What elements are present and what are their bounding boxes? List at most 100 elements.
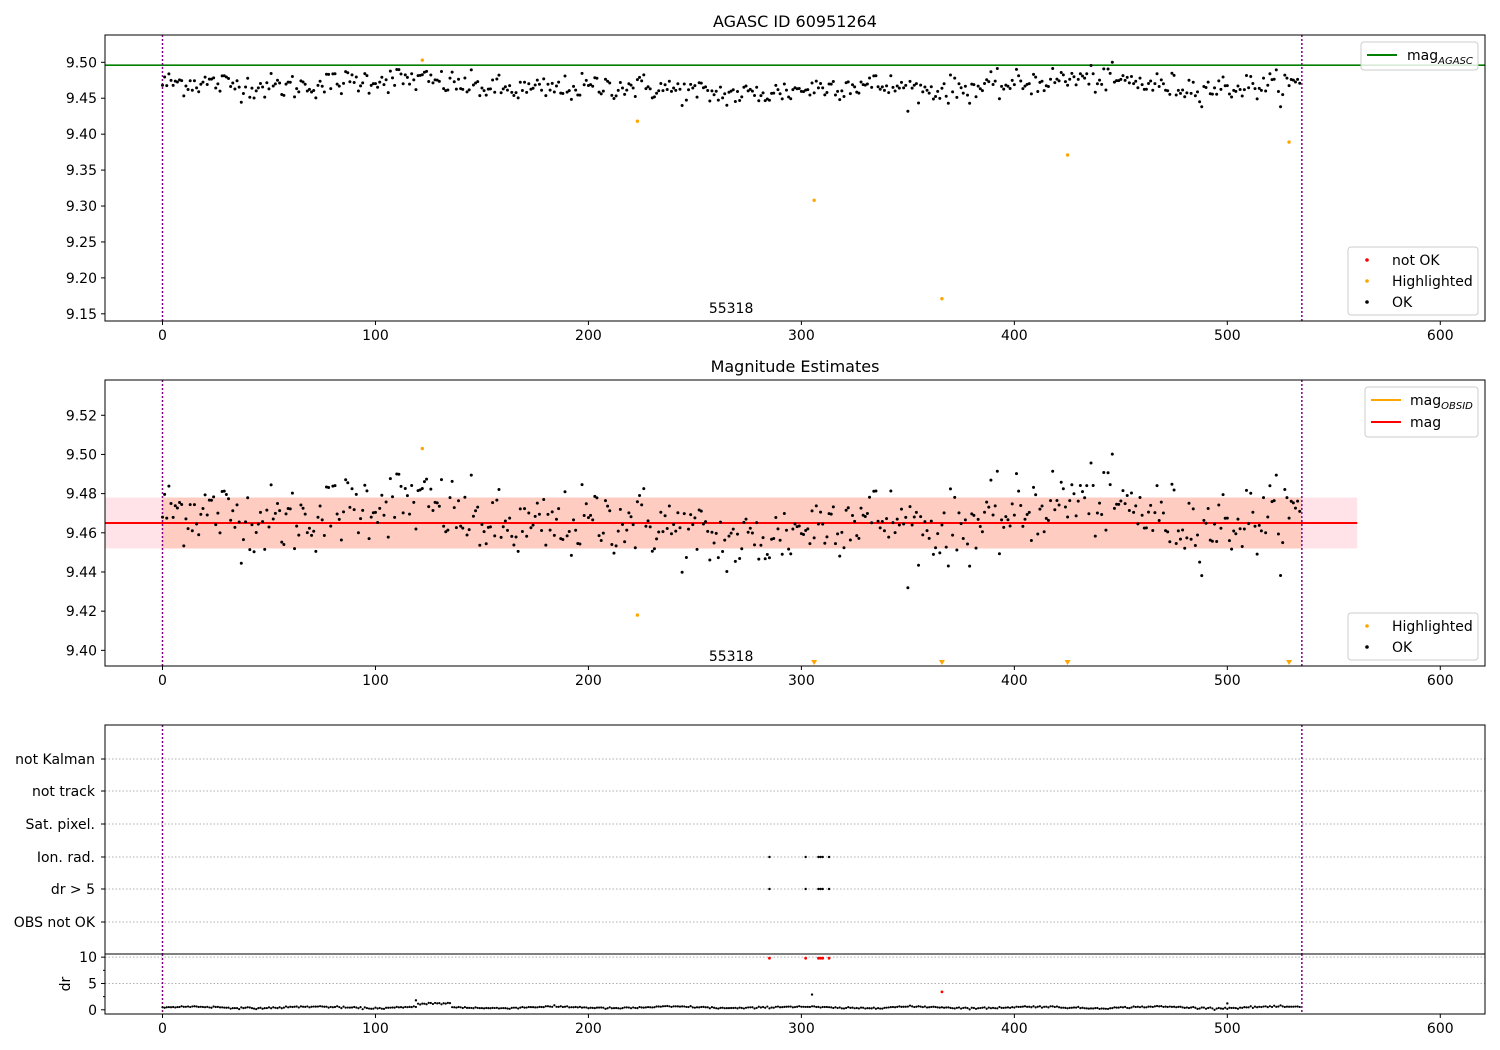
dr-point xyxy=(372,1007,375,1010)
ok-point xyxy=(161,515,164,519)
dr-point xyxy=(849,1006,852,1009)
dr-point xyxy=(223,1006,226,1009)
ok-point xyxy=(574,88,578,92)
dr-point xyxy=(1230,1006,1233,1010)
ok-point xyxy=(640,79,644,83)
dr-point xyxy=(1241,1006,1244,1009)
ok-point xyxy=(603,77,607,81)
dr-point xyxy=(864,1007,867,1010)
ok-point xyxy=(244,85,248,89)
dr-point xyxy=(1221,1007,1225,1010)
ok-point xyxy=(1272,499,1276,503)
ok-point xyxy=(1153,82,1157,86)
ok-point xyxy=(1106,67,1110,71)
ok-point xyxy=(731,527,735,531)
dr-point xyxy=(736,1007,739,1010)
ok-point xyxy=(1100,512,1104,516)
ok-point xyxy=(844,508,848,512)
dr-point xyxy=(1160,1005,1163,1008)
ok-point xyxy=(838,98,842,102)
dr-point xyxy=(468,1006,471,1009)
dr-point xyxy=(206,1005,209,1008)
ok-point xyxy=(535,501,539,505)
dr-point xyxy=(474,1006,477,1009)
dr-point xyxy=(691,1006,694,1009)
obs-annotation: 55318 xyxy=(709,649,754,665)
ok-point xyxy=(305,531,309,535)
dr-point xyxy=(1083,1007,1086,1010)
ok-point xyxy=(420,73,424,77)
ok-point xyxy=(359,84,363,88)
dr-point xyxy=(559,1005,562,1008)
dr-point xyxy=(427,1001,430,1005)
ok-point xyxy=(474,509,478,513)
ok-point xyxy=(716,556,720,560)
dr-point xyxy=(681,1005,684,1008)
ok-point xyxy=(1204,86,1208,90)
legend-label: OK xyxy=(1392,295,1413,311)
dr-point xyxy=(353,1005,356,1009)
ok-point xyxy=(550,81,554,85)
ok-point xyxy=(1087,512,1091,516)
ok-point xyxy=(618,507,622,511)
dr-point xyxy=(299,1005,303,1008)
ok-point xyxy=(625,528,629,532)
ok-point xyxy=(774,515,778,519)
ok-point xyxy=(235,79,239,83)
ok-point xyxy=(1283,73,1287,77)
dr-point xyxy=(1130,1006,1133,1009)
ok-point xyxy=(759,543,763,547)
ok-point xyxy=(895,84,899,88)
dr-point xyxy=(602,1006,605,1009)
ok-point xyxy=(565,534,569,538)
ok-point xyxy=(167,72,171,76)
ok-point xyxy=(993,79,997,83)
dr-point xyxy=(531,1006,535,1009)
ok-point xyxy=(917,563,921,567)
flag-label: Sat. pixel. xyxy=(26,817,95,833)
ok-point xyxy=(367,91,371,95)
dr-point xyxy=(184,1005,188,1008)
dr-point xyxy=(1053,1005,1056,1009)
ok-point xyxy=(876,519,880,523)
ok-point xyxy=(508,84,512,88)
dr-point xyxy=(1247,1006,1250,1009)
ok-point xyxy=(516,96,520,100)
ok-point xyxy=(227,77,231,81)
dr-point xyxy=(395,1005,398,1008)
ok-point xyxy=(887,535,891,539)
dr-point xyxy=(619,1007,622,1010)
y-tick-label: 9.50 xyxy=(66,447,97,463)
ok-point xyxy=(897,523,901,527)
dr-point xyxy=(472,1007,475,1010)
ok-point xyxy=(288,507,292,511)
dr-point xyxy=(893,1006,897,1009)
dr-point xyxy=(1098,1007,1101,1011)
legend-label: not OK xyxy=(1392,253,1440,269)
ok-point xyxy=(606,504,610,508)
dr-point xyxy=(757,1005,760,1008)
dr-point xyxy=(553,1004,556,1007)
ok-point xyxy=(1147,510,1151,514)
dr-point xyxy=(519,1006,522,1009)
ok-point xyxy=(310,90,314,94)
dr-point xyxy=(1185,1006,1188,1009)
ok-point xyxy=(465,90,469,94)
ok-point xyxy=(476,80,480,84)
ok-point xyxy=(1187,501,1191,505)
dr-point xyxy=(436,1002,439,1005)
dr-point xyxy=(534,1006,537,1009)
ok-point xyxy=(891,521,895,525)
ok-point xyxy=(910,86,914,90)
ok-point xyxy=(1025,512,1029,516)
ok-point xyxy=(439,70,443,74)
ok-point xyxy=(1247,522,1251,526)
dr-point xyxy=(874,1007,878,1010)
ok-point xyxy=(893,89,897,93)
dr-point xyxy=(1226,1002,1229,1005)
ok-point xyxy=(459,524,463,528)
dr-point xyxy=(1119,1005,1122,1009)
ok-point xyxy=(552,533,556,537)
ok-point xyxy=(774,83,778,87)
dr-point xyxy=(825,1005,829,1009)
